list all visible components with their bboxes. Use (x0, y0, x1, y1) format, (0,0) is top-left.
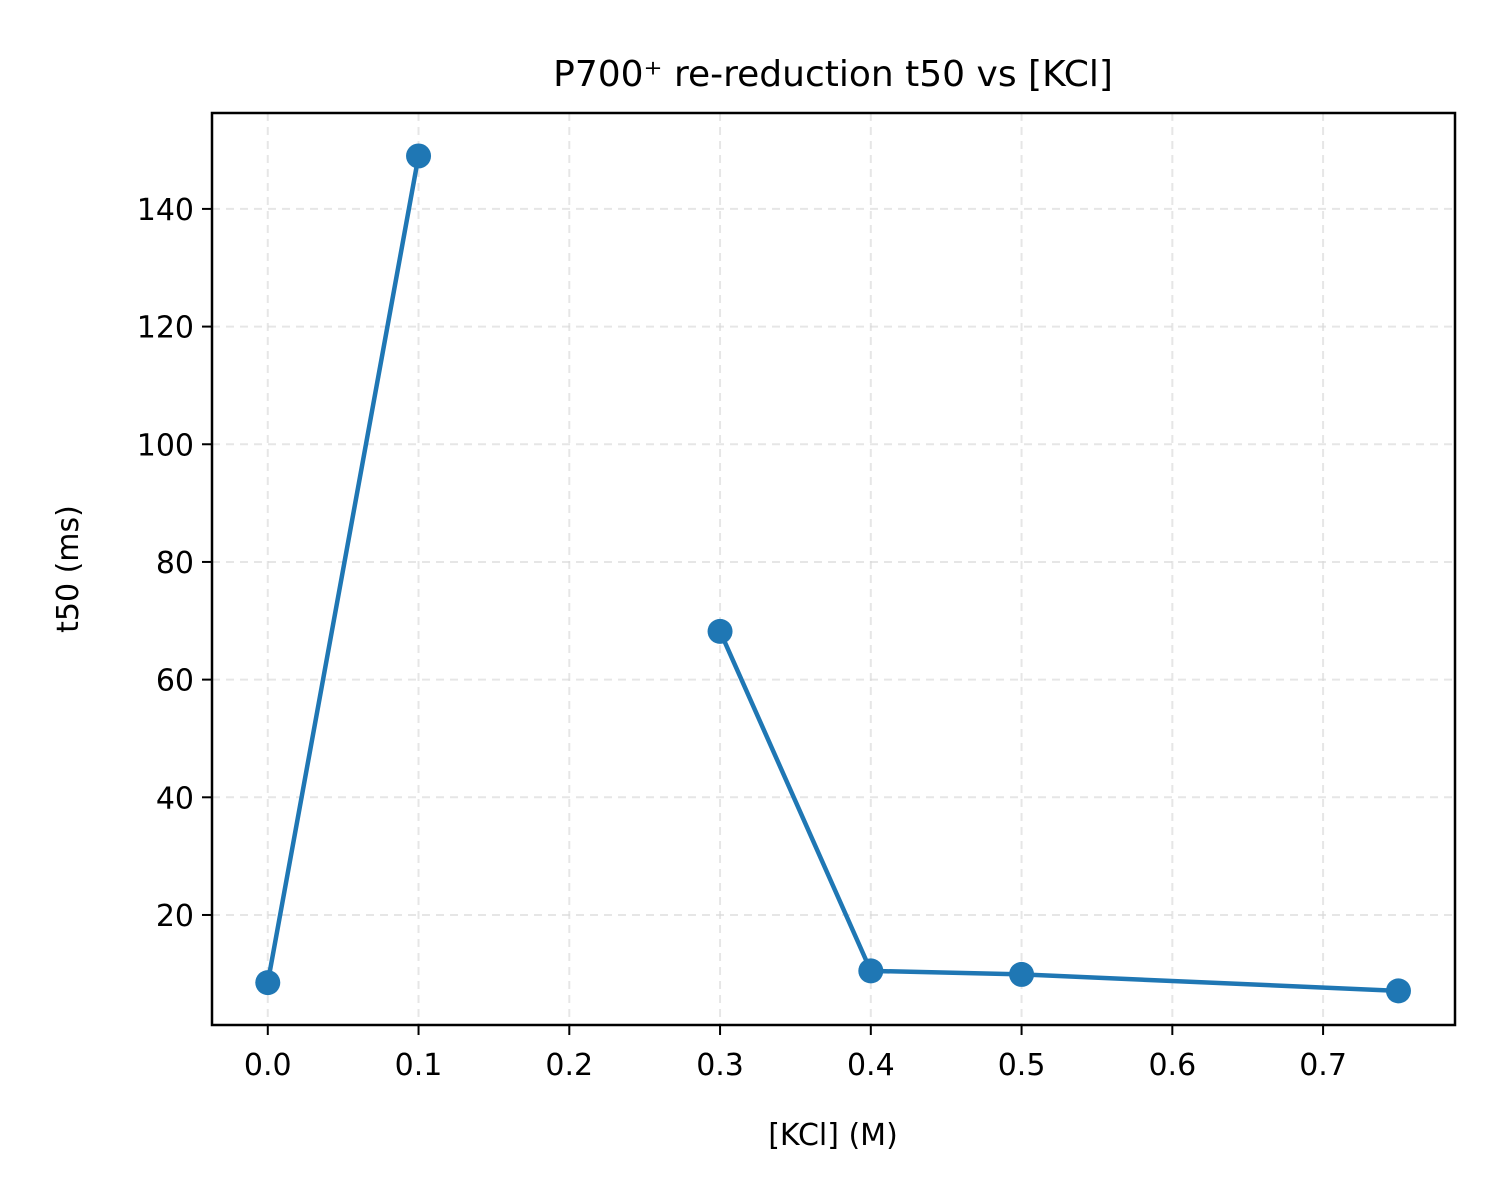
data-point (255, 970, 281, 996)
y-axis-label: t50 (ms) (51, 505, 86, 633)
x-tick-label: 0.5 (998, 1048, 1046, 1083)
grid (212, 113, 1455, 1025)
x-tick-label: 0.2 (545, 1048, 593, 1083)
x-tick-label: 0.6 (1148, 1048, 1196, 1083)
x-tick-label: 0.1 (395, 1048, 443, 1083)
x-tick-label: 0.4 (847, 1048, 895, 1083)
x-tick-label: 0.3 (696, 1048, 744, 1083)
y-tick-label: 140 (137, 193, 194, 228)
data-point (1385, 978, 1411, 1004)
x-tick-label: 0.0 (244, 1048, 292, 1083)
series-line (265, 153, 421, 985)
data-point (1009, 961, 1035, 987)
y-tick-label: 20 (156, 899, 194, 934)
chart-title: P700⁺ re-reduction t50 vs [KCl] (553, 54, 1113, 95)
y-tick-label: 60 (156, 664, 194, 699)
x-tick-label: 0.7 (1299, 1048, 1347, 1083)
y-tick-label: 100 (137, 428, 194, 463)
data-point (858, 958, 884, 984)
plot-frame (210, 111, 1457, 1027)
series-line (717, 629, 1401, 994)
y-tick-label: 120 (137, 311, 194, 346)
x-axis-label: [KCl] (M) (768, 1118, 898, 1153)
y-tick-label: 80 (156, 546, 194, 581)
ticks: 0.0 0.1 0.2 0.3 0.4 0.5 0.6 0.7 20 40 60 80 100 120 14… (137, 193, 1347, 1083)
data-point (406, 143, 432, 169)
series-layer (255, 143, 1411, 1004)
data-point (707, 618, 733, 644)
y-tick-label: 40 (156, 781, 194, 816)
